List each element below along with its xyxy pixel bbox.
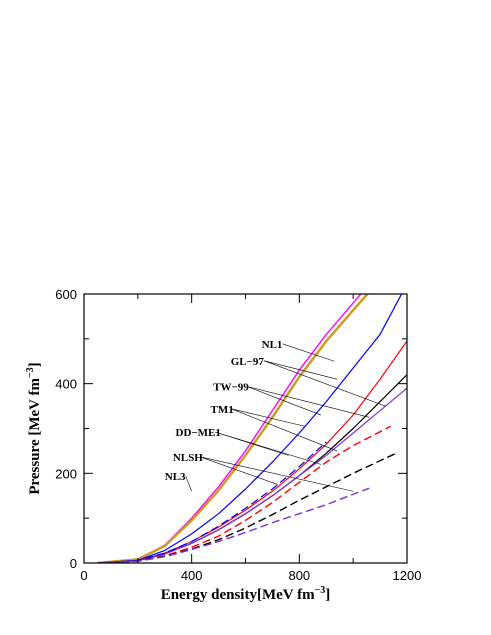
annotation-leader-0-0 xyxy=(282,343,335,362)
series-line-gl-97 xyxy=(97,294,370,563)
annotation-layer: NL1 GL−97 TW−99 TM1 DD−ME1 NLSH NL3 xyxy=(165,339,386,492)
y-axis-title-superscript: −3 xyxy=(25,367,36,378)
series-line-nlsh xyxy=(97,387,407,563)
annotation-leader-1-0 xyxy=(264,360,338,380)
annotation-label-3: TM1 xyxy=(211,404,234,416)
annotation-leader-5-1 xyxy=(199,456,354,492)
annotation-label-5: NLSH xyxy=(173,452,203,464)
x-axis-title: Energy density[MeV fm−3] xyxy=(161,585,331,603)
x-axis-title-superscript: −3 xyxy=(315,585,326,596)
annotation-leader-2-0 xyxy=(246,386,321,416)
axes-layer: 0 400 800 1200 0 200 400 600 xyxy=(55,287,421,583)
annotation-label-0: NL1 xyxy=(262,339,283,351)
x-axis-title-text: Energy density[MeV fm xyxy=(161,587,315,603)
y-axis-title-close: ] xyxy=(27,362,43,367)
x-tick-label-1200: 1200 xyxy=(393,568,422,583)
y-tick-label-400: 400 xyxy=(55,377,77,392)
series-line-dashed-9 xyxy=(97,487,370,563)
y-axis-title-text: Pressure [MeV fm xyxy=(27,378,43,495)
annotation-label-1: GL−97 xyxy=(231,356,265,368)
x-axis-title-close: ] xyxy=(325,587,330,603)
annotation-label-6: NL3 xyxy=(165,471,186,483)
y-tick-label-0: 0 xyxy=(70,556,77,571)
annotation-leader-3-0 xyxy=(231,408,305,427)
series-line-dashed-6 xyxy=(97,441,327,563)
series-line-dashed-8 xyxy=(97,452,397,563)
series-line-dd-me1 xyxy=(97,374,407,563)
x-tick-label-0: 0 xyxy=(80,568,87,583)
annotation-leader-6-0 xyxy=(185,475,192,492)
annotation-label-2: TW−99 xyxy=(213,381,249,393)
series-line-dashed-7 xyxy=(97,425,392,563)
y-axis-title: Pressure [MeV fm−3] xyxy=(25,362,43,494)
x-tick-label-800: 800 xyxy=(288,568,310,583)
annotation-label-4: DD−ME1 xyxy=(176,427,221,439)
annotation-leader-4-1 xyxy=(215,431,321,465)
annotation-leader-2-1 xyxy=(246,386,370,418)
series-layer xyxy=(97,294,407,563)
y-tick-label-600: 600 xyxy=(55,287,77,302)
annotation-leader-3-1 xyxy=(231,408,338,452)
y-tick-label-200: 200 xyxy=(55,466,77,481)
annotation-leader-1-1 xyxy=(264,360,386,407)
x-tick-label-400: 400 xyxy=(181,568,203,583)
series-line-tw-99 xyxy=(97,294,403,563)
annotation-leader-5-0 xyxy=(199,456,278,485)
